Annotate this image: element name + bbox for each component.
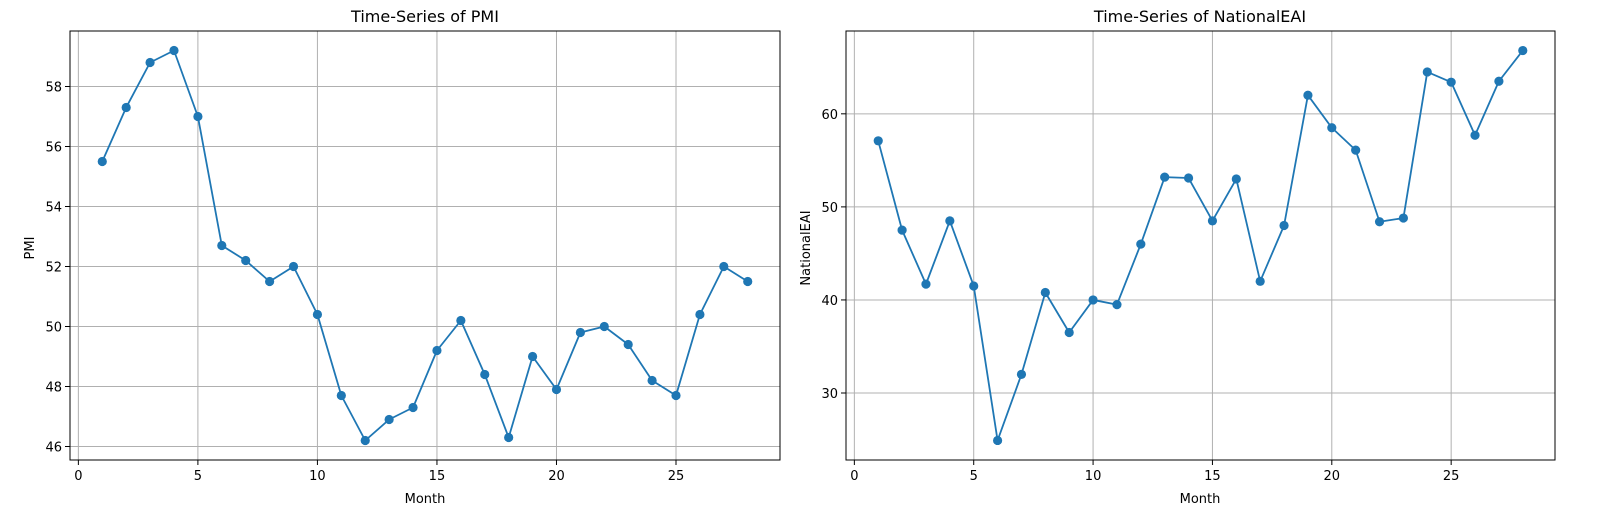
series-line bbox=[877, 49, 1524, 442]
x-tick-label: 0 bbox=[850, 469, 858, 484]
ticks: 0 5 10 15 20 25 30 40 50 60 bbox=[821, 108, 1459, 484]
data-point bbox=[288, 261, 299, 272]
data-point bbox=[384, 414, 394, 425]
ticks: 0 5 10 15 20 25 46 48 50 52 54 56 58 bbox=[45, 81, 684, 485]
y-tick-label: 50 bbox=[821, 201, 838, 216]
data-point bbox=[241, 255, 251, 266]
x-tick-label: 25 bbox=[1443, 469, 1460, 484]
data-point bbox=[1183, 173, 1194, 183]
pmi-chart: Time-Series of PMI 0 5 10 15 20 25 46 48 50 52 54 5… bbox=[23, 7, 781, 507]
data-point bbox=[1112, 299, 1122, 310]
data-point bbox=[1255, 276, 1265, 286]
data-point bbox=[193, 111, 203, 122]
x-tick-label: 15 bbox=[429, 469, 446, 484]
data-point bbox=[695, 309, 705, 320]
y-tick-label: 30 bbox=[821, 387, 838, 402]
data-point bbox=[969, 281, 979, 291]
data-point bbox=[1422, 67, 1432, 77]
y-tick-label: 52 bbox=[45, 261, 62, 276]
y-tick-label: 54 bbox=[45, 201, 62, 216]
x-tick-label: 20 bbox=[548, 469, 565, 484]
data-point bbox=[719, 261, 729, 272]
y-tick-label: 50 bbox=[45, 321, 62, 336]
data-point bbox=[1398, 213, 1409, 223]
data-point bbox=[551, 384, 562, 395]
chart-title: Time-Series of NationalEAI bbox=[1093, 7, 1306, 26]
data-point bbox=[169, 45, 179, 56]
plot-frame bbox=[69, 30, 781, 461]
data-point bbox=[1494, 76, 1504, 86]
data-point bbox=[1160, 172, 1170, 182]
x-tick-label: 5 bbox=[970, 469, 978, 484]
data-point bbox=[1470, 130, 1480, 140]
data-point bbox=[743, 276, 753, 287]
data-point bbox=[897, 225, 907, 235]
data-point bbox=[1327, 123, 1337, 133]
x-tick-label: 20 bbox=[1324, 469, 1341, 484]
data-point bbox=[432, 345, 442, 356]
data-point bbox=[1207, 216, 1218, 226]
data-point bbox=[945, 216, 955, 226]
y-tick-label: 60 bbox=[821, 108, 838, 123]
data-point bbox=[527, 351, 538, 362]
data-point bbox=[408, 402, 418, 413]
data-point bbox=[121, 102, 131, 113]
data-point bbox=[1040, 287, 1050, 298]
x-tick-label: 10 bbox=[1085, 469, 1102, 484]
grid bbox=[846, 31, 1555, 460]
data-point bbox=[921, 279, 931, 289]
y-tick-label: 58 bbox=[45, 81, 62, 96]
data-point bbox=[1016, 369, 1027, 379]
data-point bbox=[575, 327, 585, 338]
chart-title: Time-Series of PMI bbox=[350, 7, 499, 26]
y-axis-label: PMI bbox=[23, 237, 38, 260]
data-point bbox=[145, 57, 155, 68]
y-tick-label: 56 bbox=[45, 141, 62, 156]
data-point bbox=[1279, 220, 1289, 231]
x-tick-label: 25 bbox=[668, 469, 685, 484]
data-point bbox=[1088, 295, 1098, 305]
data-point bbox=[1064, 327, 1074, 338]
data-point bbox=[480, 369, 490, 380]
data-point bbox=[1518, 45, 1528, 56]
data-point bbox=[623, 339, 633, 350]
y-axis-label: NationalEAI bbox=[799, 210, 814, 285]
data-point bbox=[1351, 145, 1361, 155]
data-point bbox=[504, 432, 514, 443]
x-tick-label: 5 bbox=[194, 469, 202, 484]
data-point bbox=[97, 156, 107, 167]
plot-frame bbox=[845, 30, 1556, 461]
data-point bbox=[992, 435, 1003, 446]
data-point bbox=[1446, 77, 1456, 87]
x-axis-label: Month bbox=[1180, 492, 1221, 507]
y-tick-label: 40 bbox=[821, 294, 838, 309]
data-point bbox=[599, 321, 609, 332]
x-tick-label: 0 bbox=[74, 469, 82, 484]
nationaleai-chart: Time-Series of NationalEAI 0 5 10 15 20 25 30 4… bbox=[799, 7, 1556, 507]
data-point bbox=[873, 136, 883, 146]
x-axis-label: Month bbox=[405, 492, 446, 507]
data-point bbox=[217, 240, 227, 251]
x-tick-label: 10 bbox=[309, 469, 326, 484]
data-point bbox=[336, 390, 346, 401]
data-point bbox=[1374, 217, 1385, 227]
data-point bbox=[647, 375, 657, 386]
data-point bbox=[1303, 90, 1313, 100]
data-point bbox=[360, 435, 370, 446]
data-point bbox=[312, 309, 323, 320]
data-point bbox=[1136, 239, 1146, 249]
data-point bbox=[671, 390, 681, 401]
data-point bbox=[456, 315, 466, 326]
data-point bbox=[265, 276, 275, 287]
y-tick-label: 48 bbox=[45, 381, 62, 396]
x-tick-label: 15 bbox=[1204, 469, 1221, 484]
series-layer bbox=[97, 45, 753, 446]
y-tick-label: 46 bbox=[45, 441, 62, 456]
series-line bbox=[101, 49, 749, 442]
series-layer bbox=[873, 45, 1528, 446]
data-point bbox=[1231, 174, 1241, 184]
